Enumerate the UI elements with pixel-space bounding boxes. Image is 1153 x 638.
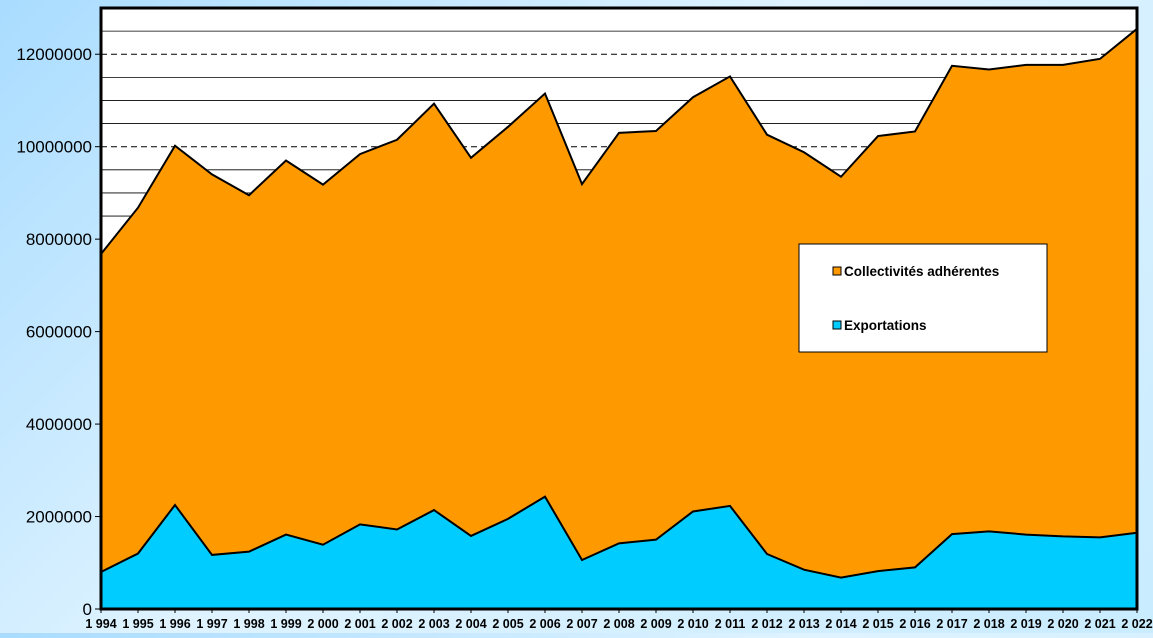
line-collectivites: [100, 28, 1138, 255]
x-tick-label: 2 007: [566, 617, 597, 631]
x-tick-label: 2 008: [603, 617, 634, 631]
x-tick-label: 1 995: [122, 617, 153, 631]
x-tick-label: 2 000: [307, 617, 338, 631]
legend-box: [798, 243, 1048, 353]
x-tick-label: 2 018: [973, 617, 1004, 631]
x-tick-label: 2 015: [862, 617, 893, 631]
x-tick-label: 1 996: [159, 617, 190, 631]
x-tick-label: 1 999: [270, 617, 301, 631]
y-tick-label: 8000000: [26, 230, 92, 249]
x-tick-label: 1 994: [85, 617, 116, 631]
x-tick-label: 2 017: [936, 617, 967, 631]
line-exportations: [100, 495, 1138, 579]
legend-swatch: [832, 266, 842, 276]
y-tick-label: 6000000: [26, 323, 92, 342]
x-tick-label: 2 006: [529, 617, 560, 631]
y-tick-label: 12000000: [16, 45, 92, 64]
y-tick-label: 10000000: [16, 138, 92, 157]
y-tick-label: 4000000: [26, 415, 92, 434]
x-tick-label: 2 005: [492, 617, 523, 631]
legend-swatch: [832, 320, 842, 330]
y-tick-label: 0: [83, 600, 92, 619]
x-tick-label: 2 010: [677, 617, 708, 631]
x-tick-label: 2 003: [418, 617, 449, 631]
x-tick-label: 2 004: [455, 617, 486, 631]
x-tick-label: 2 022: [1121, 617, 1152, 631]
y-tick-label: 2000000: [26, 508, 92, 527]
x-tick-label: 2 019: [1010, 617, 1041, 631]
x-tick-label: 2 002: [381, 617, 412, 631]
x-tick-label: 2 016: [899, 617, 930, 631]
x-tick-label: 2 009: [640, 617, 671, 631]
x-tick-label: 2 011: [715, 617, 746, 631]
x-tick-label: 2 021: [1084, 617, 1115, 631]
x-tick-label: 1 998: [233, 617, 264, 631]
x-tick-label: 2 001: [344, 617, 375, 631]
x-tick-label: 2 020: [1047, 617, 1078, 631]
x-tick-label: 2 013: [788, 617, 819, 631]
x-tick-label: 2 012: [751, 617, 782, 631]
area-collectivites: [101, 28, 1137, 578]
x-tick-label: 1 997: [196, 617, 227, 631]
legend-label: Exportations: [844, 318, 927, 333]
legend-label: Collectivités adhérentes: [844, 264, 999, 279]
x-tick-label: 2 014: [825, 617, 856, 631]
